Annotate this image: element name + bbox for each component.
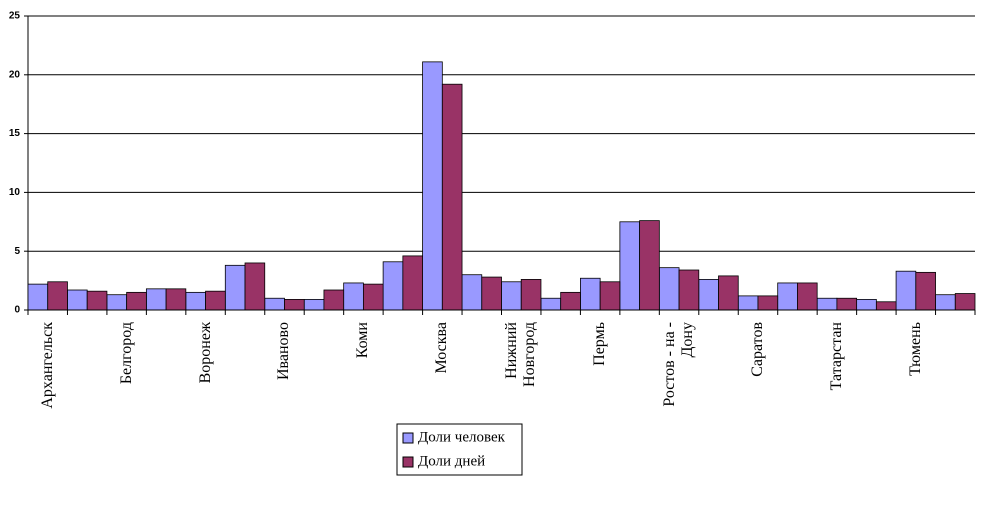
bar xyxy=(27,283,49,311)
x-tick-label: Саратов xyxy=(748,322,766,377)
x-tick-label: Татарстан xyxy=(827,322,845,391)
legend-label: Доли дней xyxy=(418,453,485,469)
x-tick-label: Белгород xyxy=(117,322,135,385)
bar xyxy=(540,297,562,311)
bar xyxy=(718,275,739,311)
legend-box xyxy=(396,423,523,476)
bar xyxy=(836,297,858,311)
x-tick-label: Архангельск xyxy=(38,322,56,409)
x-tick-label: Коми xyxy=(354,322,372,359)
bar xyxy=(520,279,542,311)
bar xyxy=(816,297,838,311)
y-tick-label: 20 xyxy=(9,69,21,80)
bar xyxy=(145,288,167,311)
x-tick-label: Пермь xyxy=(591,322,609,366)
bar xyxy=(875,301,897,311)
x-tick-label: Нижний Новгород xyxy=(503,322,539,387)
bar xyxy=(323,289,345,311)
y-tick-label: 0 xyxy=(14,305,20,316)
legend-label: Доли человек xyxy=(418,429,506,445)
bar xyxy=(185,291,206,311)
bar xyxy=(619,221,641,311)
y-tick-label: 15 xyxy=(9,128,21,139)
bar xyxy=(422,61,443,311)
bar xyxy=(580,277,601,311)
bar xyxy=(244,262,266,311)
bar xyxy=(106,294,128,311)
bar xyxy=(757,295,779,311)
bar xyxy=(47,281,68,311)
legend-swatch xyxy=(402,456,414,468)
bar xyxy=(264,297,285,311)
bar xyxy=(599,281,621,311)
bar xyxy=(560,291,581,311)
bar xyxy=(205,290,226,311)
x-tick-label: Москва xyxy=(433,322,451,374)
bar xyxy=(284,299,305,311)
bar xyxy=(402,255,423,311)
bar xyxy=(658,267,680,311)
bar xyxy=(481,276,502,311)
x-tick-label: Иваново xyxy=(275,322,293,381)
x-tick-label: Воронеж xyxy=(196,322,214,384)
bar xyxy=(86,290,108,311)
bar xyxy=(954,293,976,311)
bar xyxy=(678,269,700,311)
bar xyxy=(895,270,917,311)
bar xyxy=(343,282,364,311)
bar xyxy=(461,274,483,311)
y-tick-label: 25 xyxy=(9,11,21,22)
y-tick-label: 10 xyxy=(9,187,21,198)
bar xyxy=(224,264,246,311)
bar xyxy=(915,271,936,311)
bar xyxy=(382,261,404,311)
bar xyxy=(856,299,877,311)
bar xyxy=(362,283,384,311)
bar xyxy=(777,282,798,311)
bar xyxy=(698,279,719,311)
bar xyxy=(935,294,956,311)
bar xyxy=(126,291,147,311)
legend-swatch xyxy=(402,432,414,444)
bar xyxy=(67,289,88,311)
x-tick-label: Ростов - на - Дону xyxy=(661,322,697,407)
y-tick-label: 5 xyxy=(14,246,20,257)
bar xyxy=(165,288,187,311)
bar xyxy=(797,282,818,311)
bar xyxy=(737,295,759,311)
x-tick-label: Тюмень xyxy=(906,322,924,376)
bar xyxy=(441,83,463,311)
bar xyxy=(639,220,660,311)
bar xyxy=(303,299,325,311)
bar xyxy=(501,281,522,311)
